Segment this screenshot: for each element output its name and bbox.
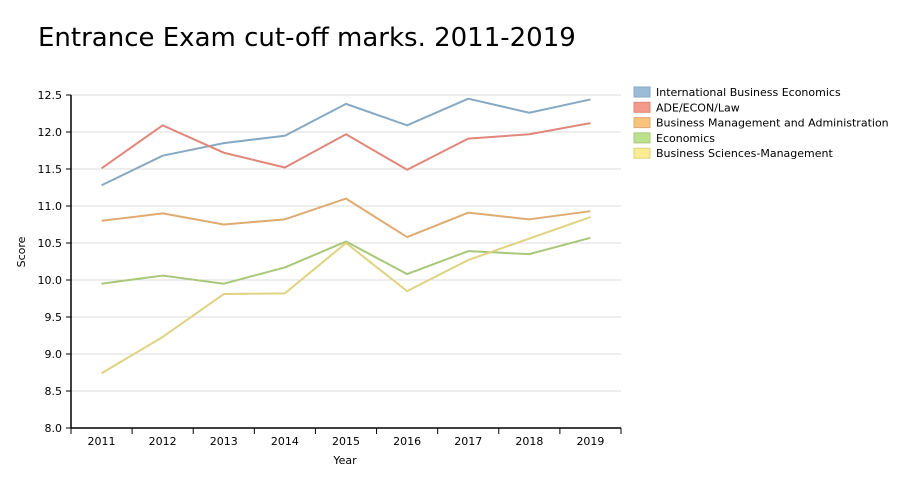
x-tick-label: 2017 — [454, 435, 482, 448]
y-tick-label: 11.5 — [38, 163, 63, 176]
y-axis-label: Score — [15, 236, 28, 267]
x-tick-label: 2015 — [332, 435, 360, 448]
x-tick-label: 2013 — [210, 435, 238, 448]
x-tick-label: 2014 — [271, 435, 299, 448]
chart-title: Entrance Exam cut-off marks. 2011-2019 — [38, 23, 576, 53]
y-tick-label: 10.0 — [38, 274, 63, 287]
legend-swatch — [633, 101, 651, 113]
y-tick-label: 9.0 — [45, 348, 63, 361]
y-tick-label: 8.0 — [45, 422, 63, 435]
series-line — [101, 236, 591, 285]
series-line — [101, 97, 591, 187]
legend-swatch — [633, 117, 651, 129]
legend-swatch — [633, 86, 651, 98]
axes: 8.0 8.5 9.0 9.5 10.0 10.5 11.0 11.5 12.0 12.5 2011… — [38, 89, 622, 448]
legend-item-label: ADE/ECON/Law — [656, 101, 740, 114]
x-tick-label: 2019 — [576, 435, 604, 448]
series-line — [100, 122, 591, 171]
x-tick-label: 2011 — [88, 435, 116, 448]
legend-item-label: Economics — [656, 132, 715, 145]
legend: International Business Economics ADE/ECON… — [633, 86, 889, 160]
x-axis-label: Year — [332, 454, 357, 467]
y-tick-label: 9.5 — [45, 311, 63, 324]
y-tick-label: 11.0 — [38, 200, 63, 213]
x-tick-label: 2018 — [515, 435, 543, 448]
series-line — [101, 216, 591, 375]
legend-item-label: Business Management and Administration — [656, 117, 889, 130]
x-tick-label: 2016 — [393, 435, 421, 448]
y-tick-label: 12.5 — [38, 89, 63, 102]
legend-swatch — [633, 147, 651, 159]
x-tick-label: 2012 — [149, 435, 177, 448]
series-lines — [100, 97, 591, 375]
legend-item-label: International Business Economics — [656, 86, 841, 99]
legend-item-label: Business Sciences-Management — [656, 147, 833, 160]
y-tick-label: 8.5 — [45, 385, 63, 398]
y-tick-label: 10.5 — [38, 237, 63, 250]
legend-swatch — [633, 132, 651, 144]
series-line — [101, 197, 591, 239]
y-tick-label: 12.0 — [38, 126, 63, 139]
